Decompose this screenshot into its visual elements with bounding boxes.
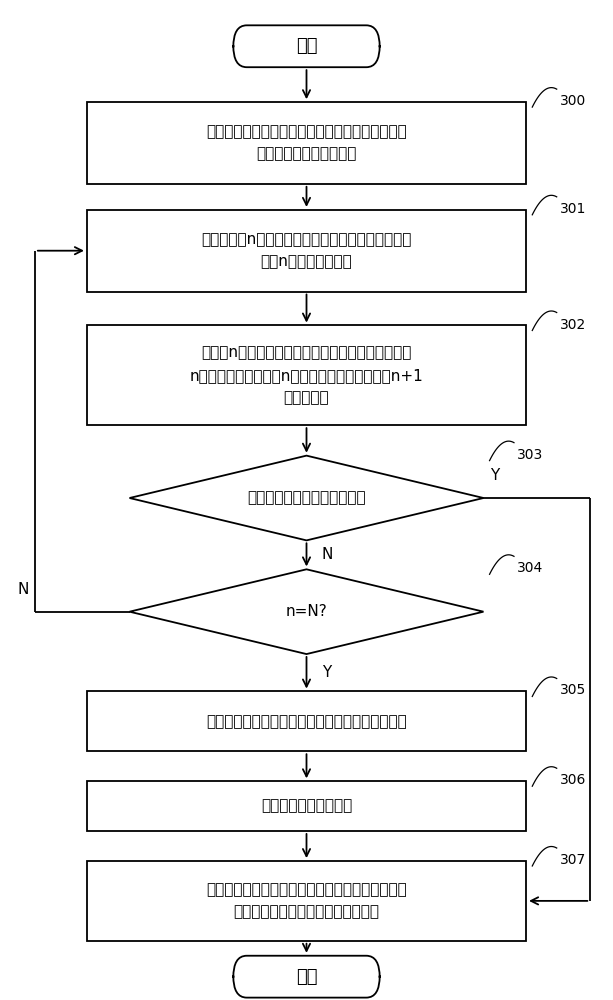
- Bar: [87, 325, 526, 425]
- Polygon shape: [129, 569, 484, 654]
- FancyBboxPatch shape: [234, 956, 379, 998]
- Text: N: N: [322, 547, 333, 562]
- Bar: [87, 781, 526, 831]
- Text: 开始: 开始: [295, 37, 318, 55]
- Text: 301: 301: [560, 202, 586, 216]
- Text: 303: 303: [517, 448, 543, 462]
- Text: 300: 300: [560, 94, 586, 108]
- Bar: [87, 861, 526, 941]
- Text: 进口换算流量小于最小流量？: 进口换算流量小于最小流量？: [247, 491, 366, 506]
- Text: 改变预设进口换算流量: 改变预设进口换算流量: [261, 799, 352, 814]
- FancyBboxPatch shape: [234, 25, 379, 67]
- Bar: [87, 210, 526, 292]
- Text: Y: Y: [322, 665, 331, 680]
- Polygon shape: [129, 456, 484, 540]
- Text: Y: Y: [490, 468, 499, 483]
- Bar: [87, 691, 526, 751]
- Text: 302: 302: [560, 318, 586, 332]
- Text: 根据压气机的各级工作点获取压气机的整机工作点: 根据压气机的各级工作点获取压气机的整机工作点: [206, 714, 407, 729]
- Bar: [87, 102, 526, 184]
- Text: 使用预定级的特性线族更新对应的第一特性线族，
获得各级的第二特性线族: 使用预定级的特性线族更新对应的第一特性线族， 获得各级的第二特性线族: [206, 124, 407, 162]
- Text: N: N: [18, 582, 29, 597]
- Text: 304: 304: [517, 561, 543, 575]
- Text: 对压气机第n级的第二特性线族进行插值，得到压气
机第n级的第二特性线: 对压气机第n级的第二特性线族进行插值，得到压气 机第n级的第二特性线: [201, 232, 412, 269]
- Text: 结束: 结束: [295, 968, 318, 986]
- Text: 根据第n级的第二特性线，计算进口换算流量下的第
n级工作点，并参考第n级工作点计算压气机的第n+1
级工作参数: 根据第n级的第二特性线，计算进口换算流量下的第 n级工作点，并参考第n级工作点计…: [189, 346, 424, 405]
- Text: 305: 305: [560, 683, 586, 697]
- Text: 306: 306: [560, 773, 586, 787]
- Text: 307: 307: [560, 853, 586, 867]
- Text: 根据多个进口换算流量下压气机的整机工作点获取
设计状态下压气机的第二整机特性线: 根据多个进口换算流量下压气机的整机工作点获取 设计状态下压气机的第二整机特性线: [206, 882, 407, 919]
- Text: n=N?: n=N?: [286, 604, 327, 619]
